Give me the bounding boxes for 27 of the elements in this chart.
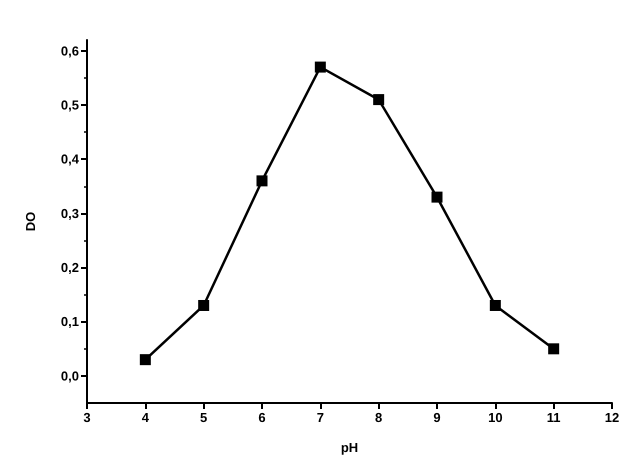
x-tick-label: 9: [433, 410, 441, 425]
point: [140, 354, 151, 366]
y-tick-label: 0,5: [60, 98, 79, 113]
x-tick-label: 4: [142, 410, 150, 425]
x-tick-label: 11: [546, 410, 561, 425]
x-tick-label: 10: [488, 410, 503, 425]
y-tick-label: 0,6: [60, 43, 79, 58]
point: [198, 300, 210, 311]
x-tick-label: 8: [375, 410, 382, 425]
x-tick-label: 6: [258, 410, 266, 425]
y-tick-label: 0,3: [60, 206, 79, 221]
point: [490, 300, 501, 311]
point: [314, 62, 326, 73]
point: [548, 343, 560, 354]
x-tick-label: 12: [604, 410, 620, 425]
x-axis-title: pH: [340, 440, 358, 455]
y-tick-label: 0,2: [60, 260, 79, 276]
x-tick-label: 7: [316, 410, 324, 425]
x-tick-label: 5: [200, 410, 208, 425]
x-tick-label: 3: [83, 410, 91, 425]
point: [256, 175, 268, 186]
y-tick-label: 0,4: [60, 152, 80, 167]
y-tick-label: 0,1: [60, 314, 79, 330]
point: [432, 192, 442, 203]
y-axis-title: DO: [23, 212, 38, 232]
point: [373, 94, 384, 106]
y-tick-label: 0,0: [60, 368, 79, 384]
